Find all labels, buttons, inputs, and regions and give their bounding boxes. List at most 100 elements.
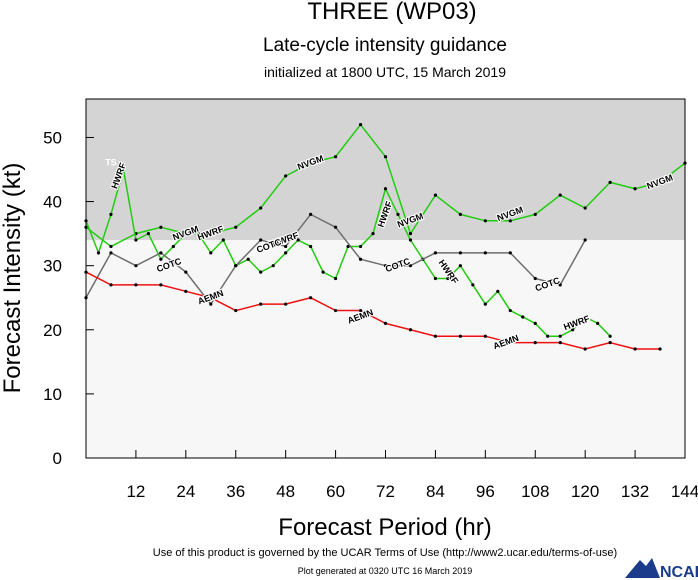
data-point-cotc [558, 283, 562, 287]
ncar-logo-mark-icon [625, 558, 660, 578]
x-axis-label: Forecast Period (hr) [278, 514, 491, 541]
data-point-nvgm [658, 180, 662, 184]
data-point-aemn [309, 296, 313, 300]
data-point-nvgm [483, 219, 487, 223]
data-point-aemn [383, 321, 388, 325]
data-point-hwrf [496, 289, 500, 293]
data-point-hwrf [446, 276, 450, 281]
x-tick-label: 96 [476, 482, 495, 501]
data-point-nvgm [458, 212, 462, 216]
data-point-hwrf [196, 232, 200, 236]
data-point-hwrf [284, 251, 288, 255]
x-tick-label: 120 [571, 482, 599, 501]
chart-title: THREE (WP03) [307, 0, 476, 25]
data-point-nvgm [159, 225, 163, 229]
data-point-aemn [259, 302, 263, 306]
data-point-hwrf [121, 167, 126, 172]
data-point-nvgm [284, 174, 288, 178]
data-point-aemn [583, 347, 587, 351]
data-point-hwrf [583, 315, 587, 319]
data-point-hwrf [408, 238, 413, 242]
data-point-cotc [309, 212, 313, 216]
data-point-aemn [159, 283, 163, 287]
data-point-cotc [134, 264, 138, 268]
data-point-nvgm [408, 232, 413, 236]
data-point-nvgm [109, 244, 113, 249]
data-point-aemn [483, 334, 487, 338]
data-point-hwrf [383, 187, 388, 191]
data-point-aemn [558, 341, 562, 345]
data-point-hwrf [221, 238, 225, 242]
data-point-aemn [633, 347, 637, 351]
data-point-cotc [533, 276, 537, 281]
data-point-nvgm [533, 212, 537, 216]
data-point-nvgm [333, 155, 338, 159]
data-point-nvgm [608, 180, 612, 184]
data-point-aemn [209, 296, 213, 300]
data-point-cotc [383, 264, 388, 268]
chart-subtitle: Late-cycle intensity guidance [263, 35, 507, 56]
data-point-nvgm [309, 161, 313, 165]
data-point-cotc [159, 251, 163, 255]
data-point-aemn [508, 341, 512, 345]
intensity-shade [86, 99, 685, 241]
data-point-hwrf [596, 321, 600, 325]
y-axis-label: Forecast Intensity (kt) [0, 163, 26, 394]
data-point-cotc [333, 225, 338, 229]
data-point-hwrf [346, 244, 350, 249]
data-point-cotc [234, 264, 238, 268]
data-point-hwrf [96, 251, 101, 255]
data-point-nvgm [633, 187, 637, 191]
data-point-cotc [458, 251, 462, 255]
data-point-hwrf [371, 232, 375, 236]
series-layer [84, 123, 687, 351]
data-point-hwrf [296, 238, 300, 242]
data-point-aemn [608, 341, 612, 345]
data-point-hwrf [533, 321, 537, 325]
data-point-hwrf [259, 270, 263, 274]
x-tick-label: 60 [326, 482, 345, 501]
data-point-aemn [433, 334, 438, 338]
data-point-hwrf [134, 238, 138, 242]
data-point-hwrf [271, 264, 275, 268]
x-tick-label: 24 [176, 482, 195, 501]
data-point-nvgm [259, 206, 263, 210]
data-point-aemn [658, 347, 662, 351]
y-tick-label: 10 [43, 385, 62, 404]
data-point-nvgm [209, 232, 213, 236]
x-tick-label: 72 [376, 482, 395, 501]
data-point-cotc [508, 251, 512, 255]
data-point-aemn [458, 334, 462, 338]
data-point-cotc [209, 302, 213, 306]
data-point-hwrf [558, 334, 562, 338]
plot-generated-text: Plot generated at 0320 UTC 16 March 2019 [298, 566, 473, 576]
data-point-hwrf [521, 315, 525, 319]
data-point-hwrf [471, 283, 475, 287]
x-tick-label: 36 [226, 482, 245, 501]
data-point-hwrf [246, 257, 250, 261]
data-point-hwrf [608, 334, 612, 338]
data-point-nvgm [558, 193, 562, 197]
data-point-nvgm [358, 123, 363, 127]
data-point-nvgm [383, 155, 388, 159]
x-tick-label: 84 [426, 482, 445, 501]
y-tick-label: 40 [43, 193, 62, 212]
data-point-hwrf [171, 244, 175, 249]
data-point-cotc [184, 270, 188, 274]
data-point-hwrf [146, 232, 150, 236]
data-point-cotc [109, 251, 113, 255]
chart-init-line: initialized at 1800 UTC, 15 March 2019 [264, 64, 506, 80]
y-tick-label: 20 [43, 321, 62, 340]
x-tick-label: 144 [671, 482, 698, 501]
data-point-nvgm [583, 206, 587, 210]
annotation-label: TS [105, 158, 117, 168]
data-point-aemn [184, 289, 188, 293]
data-point-aemn [408, 328, 413, 332]
x-tick-label: 12 [126, 482, 145, 501]
data-point-hwrf [483, 302, 487, 306]
x-tick-label: 108 [521, 482, 549, 501]
y-tick-label: 0 [53, 449, 62, 468]
y-axis: 0 10 20 30 40 50 [43, 128, 94, 468]
data-point-hwrf [546, 334, 550, 338]
